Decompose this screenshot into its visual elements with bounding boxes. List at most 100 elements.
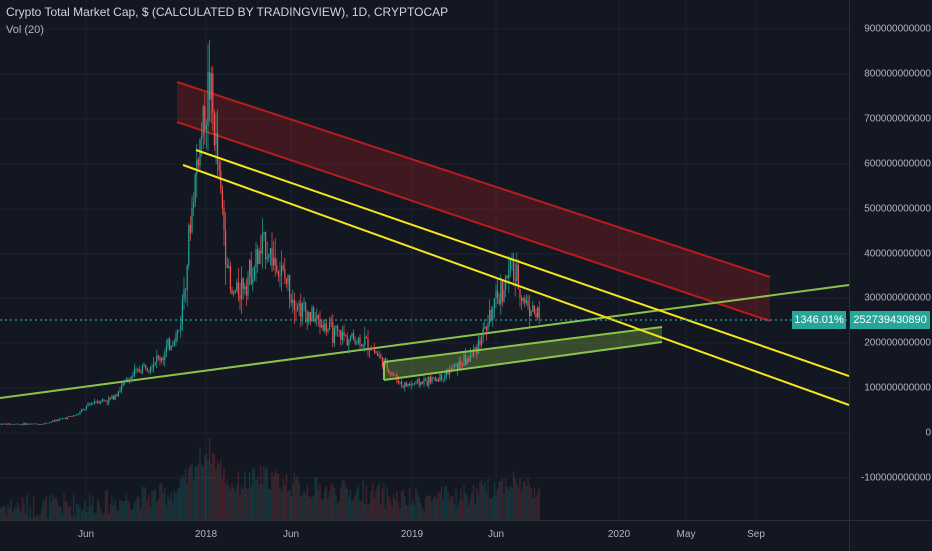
volume-bar: [61, 513, 64, 520]
volume-bar: [308, 495, 310, 520]
candles: [0, 40, 540, 426]
green-channel-fill[interactable]: [384, 327, 662, 380]
candle-body: [417, 379, 419, 382]
candle-body: [191, 207, 193, 233]
volume-bar: [133, 502, 136, 520]
candle-body: [165, 345, 167, 352]
volume-bar: [189, 465, 192, 520]
red-channel-lower[interactable]: [176, 121, 771, 322]
candle-body: [425, 379, 427, 381]
volume-bar: [141, 485, 144, 520]
green-trend-line[interactable]: [0, 284, 850, 399]
time-axis[interactable]: Jun 2018 Jun 2019 Jun 2020 May Sep: [0, 520, 849, 551]
price-tick: 200000000000: [864, 337, 931, 349]
chart-canvas[interactable]: [0, 0, 850, 520]
green-channel-lower[interactable]: [383, 341, 663, 381]
candle-body: [68, 416, 70, 418]
candle-body: [353, 333, 355, 341]
volume-bar: [80, 511, 83, 520]
candle-body: [319, 319, 321, 328]
candle-body: [370, 348, 372, 351]
chart-area[interactable]: Crypto Total Market Cap, $ (CALCULATED B…: [0, 0, 850, 520]
volume-bar: [135, 499, 137, 520]
volume-bar: [106, 489, 108, 520]
candle-body: [524, 297, 526, 304]
candle-body: [479, 340, 481, 345]
volume-bar: [506, 486, 508, 520]
volume-bar: [220, 459, 222, 520]
yellow-channel-upper[interactable]: [195, 149, 850, 377]
candle-body: [388, 369, 390, 373]
candle-body: [167, 339, 169, 346]
candle-body: [197, 159, 199, 166]
candle-body: [9, 423, 11, 425]
volume-bar: [244, 471, 246, 520]
candle-body: [522, 297, 524, 301]
candle-body: [465, 354, 467, 365]
candle-body: [250, 260, 252, 284]
volume-bar: [213, 453, 216, 520]
price-axis[interactable]: 900000000000 800000000000 700000000000 6…: [849, 0, 932, 520]
volume-bar: [82, 509, 84, 520]
volume-bar: [84, 500, 86, 520]
volume-bar: [432, 497, 435, 520]
volume-bar: [184, 468, 187, 520]
candle-body: [242, 278, 244, 289]
candle-body: [247, 276, 249, 296]
volume-bar: [264, 469, 267, 520]
volume-bar: [28, 516, 30, 520]
candle-body: [209, 72, 211, 100]
candle-body: [170, 346, 172, 350]
volume-bar: [66, 502, 68, 520]
candle-body: [149, 367, 151, 372]
volume-bar: [434, 495, 436, 520]
volume-bar: [53, 498, 56, 520]
volume-bar: [261, 483, 264, 520]
volume-bar: [108, 513, 110, 520]
candle-body: [341, 331, 343, 341]
volume-bar: [125, 493, 128, 520]
red-channel-upper[interactable]: [176, 81, 771, 278]
candle-body: [269, 248, 271, 255]
candle-body: [332, 322, 334, 344]
volume-bar: [456, 507, 459, 520]
candle-body: [60, 418, 62, 420]
candle-body: [169, 339, 171, 350]
volume-bar: [452, 496, 454, 520]
volume-bar: [327, 497, 329, 520]
candle-body: [113, 395, 115, 400]
volume-bar: [197, 463, 200, 520]
red-channel-fill[interactable]: [177, 82, 770, 321]
candle-body: [108, 397, 110, 403]
axis-corner: [849, 520, 932, 551]
yellow-channel-lower[interactable]: [182, 164, 850, 406]
candle-body: [292, 300, 294, 303]
time-tick: Jun: [282, 529, 300, 540]
candle-body: [500, 281, 502, 304]
candle-body: [228, 266, 230, 268]
volume-bar: [88, 494, 91, 520]
candle-body: [63, 418, 65, 419]
candle-body: [53, 420, 55, 422]
volume-bar: [397, 501, 400, 520]
candle-body: [521, 297, 523, 301]
candle-body: [421, 381, 423, 384]
volume-bar: [279, 486, 281, 520]
candle-body: [413, 383, 415, 384]
green-channel-upper[interactable]: [383, 326, 663, 363]
volume-bar: [12, 512, 14, 520]
candle-body: [457, 363, 459, 371]
volume-bar: [36, 514, 38, 520]
volume-bar: [231, 483, 233, 520]
candle-body: [58, 419, 60, 421]
candle-body: [233, 293, 235, 295]
candle-body: [50, 421, 52, 423]
candle-body: [345, 335, 347, 337]
volume-bar: [423, 510, 425, 520]
price-tick: 600000000000: [864, 158, 931, 170]
volume-indicator-label[interactable]: Vol (20): [6, 24, 44, 36]
candle-body: [229, 266, 231, 290]
price-tick: 900000000000: [864, 23, 931, 35]
volume-bar: [386, 487, 388, 520]
volume-bar: [509, 485, 512, 520]
